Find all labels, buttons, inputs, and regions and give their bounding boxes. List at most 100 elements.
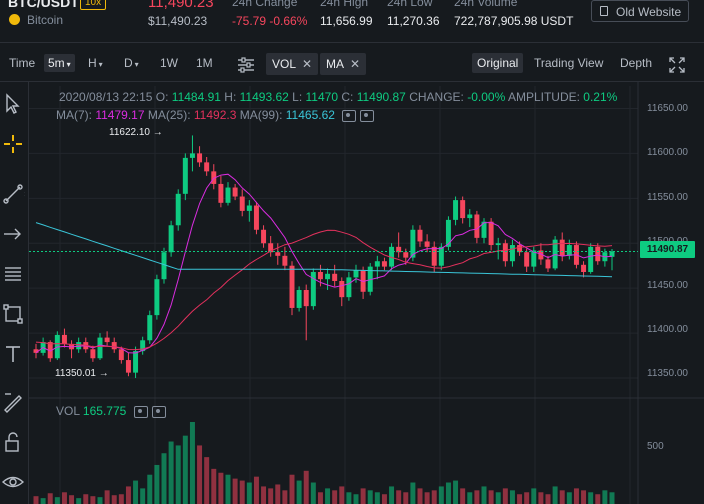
candle-body — [268, 243, 274, 253]
legend-close: 11490.87 — [356, 90, 406, 104]
trend-line-tool[interactable] — [1, 182, 28, 206]
cursor-tool[interactable] — [1, 92, 25, 116]
crosshair-tool[interactable] — [1, 132, 25, 156]
legend-amplitude: 0.21% — [583, 90, 618, 104]
candle-body — [90, 349, 96, 359]
volume-bar — [33, 496, 39, 504]
interval-day-label: D — [124, 56, 133, 70]
candle-body — [125, 360, 131, 373]
volume-bar — [581, 490, 587, 504]
candle-body — [353, 270, 359, 278]
vol-indicator-chip[interactable]: VOL ✕ — [266, 53, 319, 75]
low-annotation-value: 11350.01 — [55, 368, 96, 379]
volume-bar — [197, 445, 203, 504]
text-tool[interactable] — [1, 342, 25, 366]
fullscreen-icon[interactable] — [669, 57, 685, 73]
view-original-tab[interactable]: Original — [472, 53, 524, 73]
volume-bar — [552, 486, 558, 504]
view-trading-view-tab[interactable]: Trading View — [534, 56, 604, 70]
stat-24h-volume-value: 722,787,905.98 USDT — [454, 14, 574, 28]
time-label: Time — [9, 56, 36, 70]
view-depth-tab[interactable]: Depth — [620, 56, 653, 70]
candle-body — [147, 315, 153, 341]
ma-indicator-chip[interactable]: MA ✕ — [320, 53, 367, 75]
candle-body — [61, 334, 67, 344]
high-annotation-value: 11622.10 — [109, 127, 150, 138]
stat-24h-high-value: 11,656.99 — [320, 14, 373, 28]
interval-1m-button[interactable]: 1M — [196, 56, 213, 70]
ma99-line — [35, 222, 613, 278]
close-icon[interactable]: ✕ — [350, 57, 361, 71]
candlestick-chart[interactable] — [29, 82, 704, 504]
volume-bar — [125, 486, 131, 504]
candle-body — [588, 246, 594, 272]
y-tick-label: 11600.00 — [647, 147, 688, 158]
candle-body — [310, 272, 316, 307]
y-tick-label: 11550.00 — [647, 192, 688, 203]
candle-body — [467, 214, 473, 219]
rectangle-tool[interactable] — [1, 302, 25, 326]
eye-icon[interactable] — [133, 405, 148, 418]
interval-1w-button[interactable]: 1W — [160, 56, 178, 70]
volume-bar — [182, 435, 188, 504]
last-price-tag: 11490.87 — [640, 241, 695, 258]
bitcoin-icon — [9, 14, 20, 25]
old-website-label: Old Website — [616, 5, 682, 19]
eye-icon[interactable] — [342, 109, 357, 122]
interval-5m-dropdown[interactable]: 5m ▾ — [44, 54, 75, 72]
volume-bar — [303, 470, 309, 504]
legend-low: 11470 — [305, 90, 338, 104]
candle-body — [211, 171, 217, 184]
volume-bar — [47, 493, 53, 504]
legend-change: -0.00% — [467, 90, 506, 104]
visibility-tool[interactable] — [1, 470, 25, 494]
settings-icon[interactable] — [151, 405, 166, 418]
caret-down-icon: ▾ — [98, 60, 103, 69]
legend-date: 2020/08/13 22:15 — [59, 90, 153, 104]
close-icon[interactable]: ✕ — [302, 57, 313, 71]
candle-body — [559, 239, 565, 256]
coin-name[interactable]: Bitcoin — [27, 13, 64, 27]
ma7-label: MA(7): — [56, 108, 92, 122]
candle-body — [495, 243, 501, 246]
volume-bar — [488, 490, 494, 504]
candle-body — [118, 349, 124, 361]
volume-bar — [346, 492, 352, 504]
candle-body — [261, 229, 267, 244]
rectangle-icon — [3, 304, 23, 324]
market-header: BTC/USDT 10x Bitcoin 11,490.23 $11,490.2… — [0, 0, 704, 43]
candle-body — [175, 193, 181, 226]
volume-bar — [332, 490, 338, 504]
volume-bar — [339, 486, 345, 504]
candle-body — [97, 337, 103, 359]
candle-body — [538, 250, 544, 260]
lock-icon — [5, 432, 19, 452]
interval-hour-dropdown[interactable]: H ▾ — [88, 56, 103, 70]
vol-tick-label: 500 — [647, 441, 664, 452]
ma25-label: MA(25): — [147, 108, 191, 122]
candle-body — [111, 342, 117, 350]
trend-line-icon — [3, 184, 28, 204]
brush-tool[interactable] — [1, 390, 25, 414]
caret-down-icon: ▾ — [66, 60, 71, 69]
settings-icon[interactable] — [360, 109, 375, 122]
fib-tool[interactable] — [1, 262, 25, 286]
volume-bar — [239, 480, 245, 504]
volume-bar — [111, 495, 117, 504]
ma7-value: 11479.17 — [95, 108, 145, 122]
candle-body — [218, 183, 224, 203]
lock-tool[interactable] — [1, 430, 25, 454]
volume-bar — [609, 492, 615, 504]
ma25-line — [35, 229, 613, 351]
interval-day-dropdown[interactable]: D ▾ — [124, 56, 139, 70]
ma99-label: MA(99): — [239, 108, 283, 122]
y-tick-label: 11450.00 — [647, 280, 688, 291]
high-annotation: 11622.10 → — [109, 127, 163, 138]
indicator-settings-icon[interactable] — [237, 57, 255, 73]
legend-amplitude-label: AMPLITUDE: — [507, 90, 580, 104]
arrow-tool[interactable] — [1, 222, 25, 246]
pair-symbol[interactable]: BTC/USDT — [8, 0, 79, 10]
last-price: 11,490.23 — [148, 0, 214, 11]
old-website-button[interactable]: Old Website — [591, 0, 689, 22]
candle-body — [502, 243, 508, 262]
